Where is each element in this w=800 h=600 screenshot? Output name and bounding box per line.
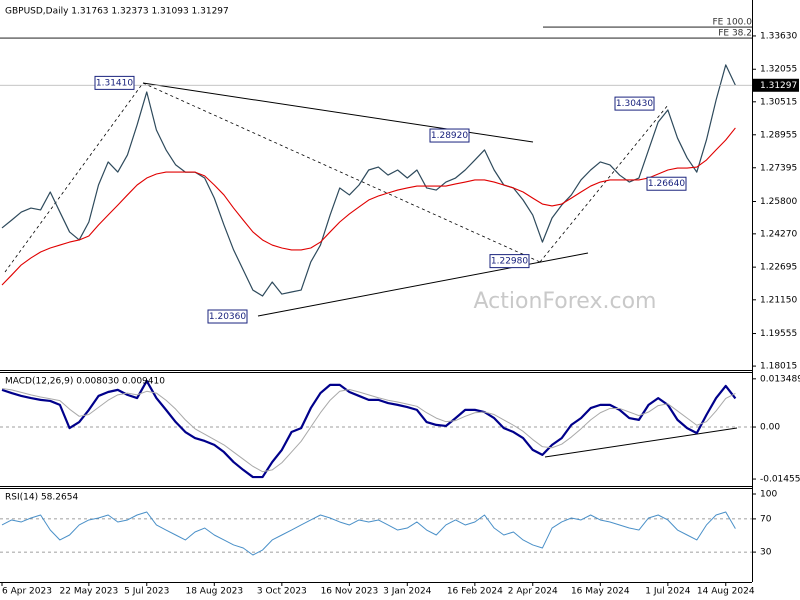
y-tick-label: 1.21150 [760, 295, 797, 305]
y-tick-label: 1.19555 [760, 329, 797, 339]
pivot-box [489, 254, 530, 269]
pivot-box [94, 75, 135, 90]
x-tick-label: 3 Oct 2023 [257, 587, 307, 597]
series-line [1, 64, 736, 297]
x-tick-label: 5 Jul 2023 [124, 587, 169, 597]
y-tick-label: 1.22695 [760, 263, 797, 273]
x-tick-label: 3 Jan 2024 [383, 587, 431, 597]
pivot-label: 1.31410 [96, 78, 133, 88]
x-tick-label: 1 Jul 2024 [645, 587, 690, 597]
y-tick-label: 1.28955 [760, 130, 797, 140]
y-tick-label: 0.00 [760, 423, 780, 433]
pivot-box [207, 309, 248, 324]
x-tick-label: 2 Apr 2024 [508, 587, 558, 597]
x-tick-label: 18 Aug 2023 [185, 587, 243, 597]
pivot-label: 1.28920 [431, 131, 468, 141]
series-line [1, 387, 736, 473]
trendline [257, 252, 589, 317]
pivot-box [646, 176, 687, 191]
x-tick-label: 16 Feb 2024 [447, 587, 503, 597]
pivot-label: 1.26640 [648, 179, 685, 189]
fibonacci-label: FE 100.0 [713, 18, 753, 28]
pivot-label: 1.30430 [616, 99, 653, 109]
panel-title: GBPUSD,Daily 1.31763 1.32373 1.31093 1.3… [5, 7, 229, 17]
panel-frames [0, 0, 753, 583]
y-tick-label: 70 [760, 514, 772, 524]
y-tick-label: 1.30515 [760, 97, 797, 107]
current-price-box [753, 78, 799, 92]
series-line [1, 127, 736, 286]
y-tick-label: 1.25800 [760, 197, 797, 207]
y-tick-label: 0.013489 [760, 374, 800, 384]
pivot-box [429, 128, 470, 143]
y-tick-label: 100 [760, 490, 777, 500]
x-tick-label: 22 May 2023 [60, 587, 119, 597]
y-tick-label: 1.32055 [760, 65, 797, 75]
current-price-label: 1.31297 [760, 81, 797, 91]
x-tick-label: 14 Aug 2024 [697, 587, 755, 597]
y-tick-label: -0.014554 [760, 475, 800, 485]
trendline [142, 82, 541, 263]
x-tick-label: 6 Apr 2023 [2, 587, 52, 597]
panel-title: MACD(12,26,9) 0.008030 0.009410 [5, 377, 165, 387]
pivot-label: 1.22980 [491, 257, 528, 267]
panel-title: RSI(14) 58.2654 [5, 493, 78, 503]
y-tick-label: 1.18015 [760, 362, 797, 372]
y-tick-label: 1.27395 [760, 163, 797, 173]
y-tick-label: 1.24270 [760, 229, 797, 239]
y-tick-label: 1.33630 [760, 31, 797, 41]
pivot-box [614, 96, 655, 111]
series-line [1, 511, 736, 556]
trendline [539, 104, 669, 263]
y-tick-label: 30 [760, 548, 772, 558]
x-tick-label: 16 Nov 2023 [321, 587, 379, 597]
pivot-label: 1.20360 [209, 312, 246, 322]
trendline [544, 427, 738, 458]
fibonacci-label: FE 38.2 [718, 29, 752, 39]
watermark: ActionForex.com [474, 289, 657, 314]
x-tick-label: 16 May 2024 [571, 587, 630, 597]
